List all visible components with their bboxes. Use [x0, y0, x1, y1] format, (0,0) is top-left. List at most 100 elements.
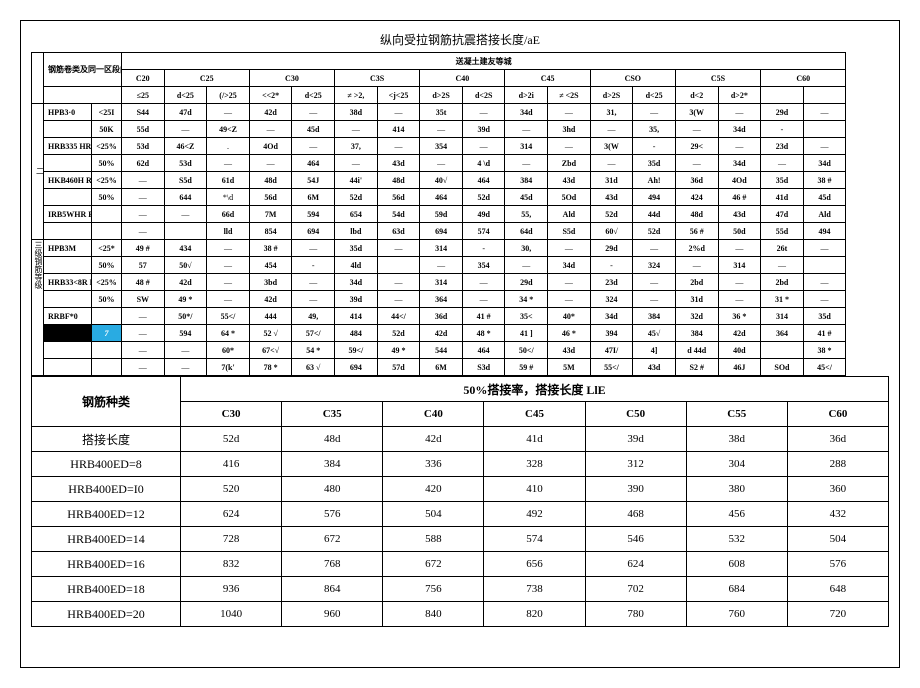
- lower-grade: C30: [181, 402, 282, 427]
- data-cell: 364: [761, 325, 804, 342]
- grade-header: C5S: [675, 70, 760, 87]
- sub-header: ≠ >2,: [335, 87, 378, 104]
- data-cell: -: [633, 138, 676, 155]
- table-title: 纵向受拉钢筋抗震搭接长度/aE: [31, 31, 889, 48]
- sub-header: <<2*: [249, 87, 292, 104]
- data-cell: 384: [282, 452, 383, 477]
- data-cell: —: [249, 121, 292, 138]
- data-cell: 416: [181, 452, 282, 477]
- lower-grade: C35: [282, 402, 383, 427]
- table-row: HRB33<8R BF335<25%48 #42d—3bd—34d—314—29…: [32, 274, 889, 291]
- data-cell: —: [292, 104, 335, 121]
- data-cell: 42d: [420, 325, 463, 342]
- data-cell: -: [761, 121, 804, 138]
- data-cell: 53d: [122, 138, 165, 155]
- data-cell: 720: [787, 602, 888, 627]
- data-cell: 504: [383, 502, 484, 527]
- data-cell: 574: [462, 223, 505, 240]
- data-cell: 34d: [335, 274, 378, 291]
- data-cell: 574: [484, 527, 585, 552]
- pct-cell: [92, 223, 122, 240]
- data-cell: 576: [282, 502, 383, 527]
- data-cell: 694: [420, 223, 463, 240]
- table-row: HRB335 HRBF335<25%53d46<Z.4Od—37,—354—31…: [32, 138, 889, 155]
- lower-grade: C40: [383, 402, 484, 427]
- group-header: 送凝土建友等城: [122, 53, 846, 70]
- rebar-name: [44, 121, 92, 138]
- data-cell: 480: [282, 477, 383, 502]
- data-cell: 31d: [590, 172, 633, 189]
- data-cell: 336: [383, 452, 484, 477]
- data-cell: 35t: [420, 104, 463, 121]
- data-cell: -: [292, 257, 335, 274]
- data-cell: 38d: [335, 104, 378, 121]
- data-cell: —: [377, 104, 420, 121]
- data-cell: —: [548, 104, 591, 121]
- data-cell: 48 *: [462, 325, 505, 342]
- table-row: 50%SW49 *—42d—39d—364—34 *—324—31d—31 *—: [32, 291, 889, 308]
- data-cell: —: [633, 291, 676, 308]
- data-cell: —: [675, 257, 718, 274]
- data-cell: —: [718, 240, 761, 257]
- data-cell: —: [548, 274, 591, 291]
- data-cell: 49 #: [122, 240, 165, 257]
- data-cell: 44d: [633, 206, 676, 223]
- data-cell: [377, 257, 420, 274]
- data-cell: 34d: [803, 155, 846, 172]
- data-cell: 40√: [420, 172, 463, 189]
- data-cell: —: [548, 240, 591, 257]
- pct-cell: <25%: [92, 138, 122, 155]
- data-cell: 840: [383, 602, 484, 627]
- data-cell: 34 *: [505, 291, 548, 308]
- data-cell: 44</: [377, 308, 420, 325]
- pct-cell: 50K: [92, 121, 122, 138]
- data-cell: —: [292, 138, 335, 155]
- data-cell: 35d: [761, 172, 804, 189]
- data-cell: 494: [803, 223, 846, 240]
- sub-row: ≤25d<25(/>25<<2*d<25≠ >2,<j<25d>2Sd<2Sd>…: [32, 87, 889, 104]
- data-cell: 3(W: [590, 138, 633, 155]
- data-cell: 728: [181, 527, 282, 552]
- data-cell: —: [590, 155, 633, 172]
- data-cell: 456: [686, 502, 787, 527]
- data-cell: 656: [484, 552, 585, 577]
- sub-header: d<25: [292, 87, 335, 104]
- data-cell: 414: [377, 121, 420, 138]
- data-cell: 410: [484, 477, 585, 502]
- data-cell: 7(k': [207, 359, 250, 376]
- data-cell: 29<: [675, 138, 718, 155]
- data-cell: 49,: [292, 308, 335, 325]
- data-cell: 43d: [548, 172, 591, 189]
- data-cell: —: [420, 121, 463, 138]
- data-cell: 78 *: [249, 359, 292, 376]
- data-cell: 4Od: [718, 172, 761, 189]
- data-cell: lbd: [335, 223, 378, 240]
- rebar-name: RRBF*0: [44, 308, 92, 325]
- data-cell: 34d: [590, 308, 633, 325]
- data-cell: 34d: [505, 104, 548, 121]
- data-cell: [803, 257, 846, 274]
- data-cell: 48d: [377, 172, 420, 189]
- data-cell: 64d: [505, 223, 548, 240]
- grade-header: C40: [420, 70, 505, 87]
- data-cell: 36 *: [718, 308, 761, 325]
- data-cell: 4ld: [335, 257, 378, 274]
- upper-table: 钢筋卷类及同一区段内务接钢筋占史百分率 送凝土建友等城 C20C25C30C3S…: [31, 52, 889, 376]
- data-cell: 54d: [377, 206, 420, 223]
- data-cell: —: [122, 359, 165, 376]
- data-cell: 35d: [803, 308, 846, 325]
- data-cell: 63d: [377, 223, 420, 240]
- data-cell: 304: [686, 452, 787, 477]
- data-cell: 464: [292, 155, 335, 172]
- data-cell: —: [548, 291, 591, 308]
- data-cell: SOd: [761, 359, 804, 376]
- data-cell: 55d: [761, 223, 804, 240]
- data-cell: SW: [122, 291, 165, 308]
- data-cell: 4]: [633, 342, 676, 359]
- sub-header: ≤25: [122, 87, 165, 104]
- data-cell: 39d: [335, 291, 378, 308]
- data-cell: 42d: [164, 274, 207, 291]
- data-cell: 63 √: [292, 359, 335, 376]
- data-cell: 46<Z: [164, 138, 207, 155]
- data-cell: 29d: [505, 274, 548, 291]
